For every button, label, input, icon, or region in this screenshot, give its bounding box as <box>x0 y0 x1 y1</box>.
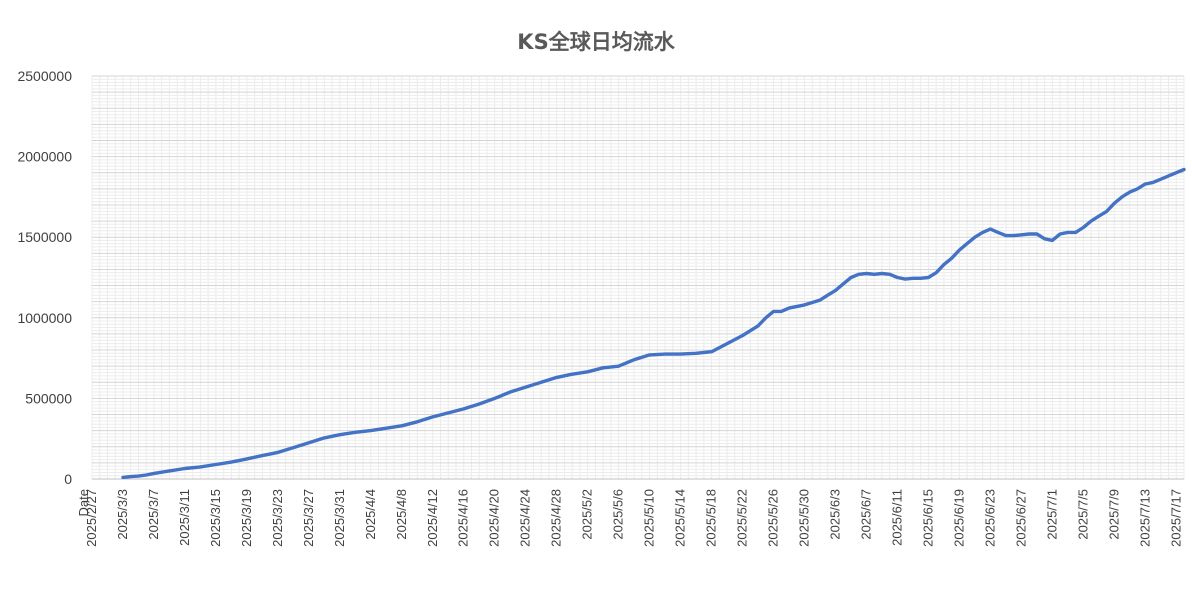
x-tick-label: 2025/6/11 <box>889 489 904 546</box>
x-tick-label: 2025/6/15 <box>920 489 935 547</box>
x-tick-label: 2025/4/24 <box>518 489 533 547</box>
series-line <box>121 167 1186 480</box>
x-tick-label: 2025/3/15 <box>208 489 223 547</box>
x-tick-label: 2025/7/5 <box>1075 489 1090 540</box>
x-tick-label: 2025/3/27 <box>301 489 316 547</box>
x-tick-label: 2025/5/2 <box>580 489 595 540</box>
x-tick-label: 2025/5/6 <box>611 489 626 540</box>
x-tick-label: 2025/6/23 <box>982 489 997 547</box>
x-tick-label: 2025/6/7 <box>858 489 873 540</box>
x-tick-label: 2025/2/27 <box>84 489 99 547</box>
x-tick-label: 2025/6/19 <box>951 489 966 547</box>
x-tick-label: 2025/5/26 <box>766 489 781 547</box>
x-tick-label: 2025/5/22 <box>735 489 750 547</box>
series-layer <box>121 167 1186 480</box>
x-tick-label: 2025/4/16 <box>456 489 471 547</box>
y-tick-label: 2500000 <box>17 68 72 84</box>
y-tick-label: 1500000 <box>17 229 72 245</box>
x-tick-label: 2025/3/11 <box>177 489 192 546</box>
x-tick-label: 2025/7/13 <box>1137 489 1152 547</box>
y-axis-ticks: 0 500000 1000000 1500000 2000000 2500000 <box>17 68 72 487</box>
y-tick-label: 1000000 <box>17 310 72 326</box>
x-tick-label: 2025/3/7 <box>146 489 161 540</box>
x-tick-label: 2025/3/19 <box>239 489 254 547</box>
y-tick-label: 0 <box>64 471 72 487</box>
x-tick-label: 2025/4/4 <box>363 489 378 540</box>
x-tick-label: 2025/3/23 <box>270 489 285 547</box>
x-tick-label: 2025/7/1 <box>1044 489 1059 540</box>
x-tick-label: Date <box>76 489 91 516</box>
x-tick-label: 2025/4/12 <box>425 489 440 547</box>
x-tick-label: 2025/4/8 <box>394 489 409 540</box>
gridlines <box>91 75 1185 480</box>
x-tick-label: 2025/3/3 <box>115 489 130 540</box>
x-tick-label: 2025/3/31 <box>332 489 347 547</box>
chart-title: KS全球日均流水 <box>517 30 675 54</box>
y-tick-label: 500000 <box>25 390 72 406</box>
x-tick-label: 2025/5/14 <box>673 489 688 547</box>
y-tick-label: 2000000 <box>17 149 72 165</box>
x-tick-label: 2025/4/28 <box>549 489 564 547</box>
x-tick-label: 2025/7/17 <box>1168 489 1183 547</box>
x-tick-label: 2025/4/20 <box>487 489 502 547</box>
x-tick-label: 2025/5/18 <box>704 489 719 547</box>
x-tick-label: 2025/6/27 <box>1013 489 1028 547</box>
x-tick-label: 2025/5/30 <box>797 489 812 547</box>
x-tick-label: 2025/7/9 <box>1106 489 1121 540</box>
x-tick-label: 2025/6/3 <box>827 489 842 540</box>
x-tick-label: 2025/5/10 <box>642 489 657 547</box>
